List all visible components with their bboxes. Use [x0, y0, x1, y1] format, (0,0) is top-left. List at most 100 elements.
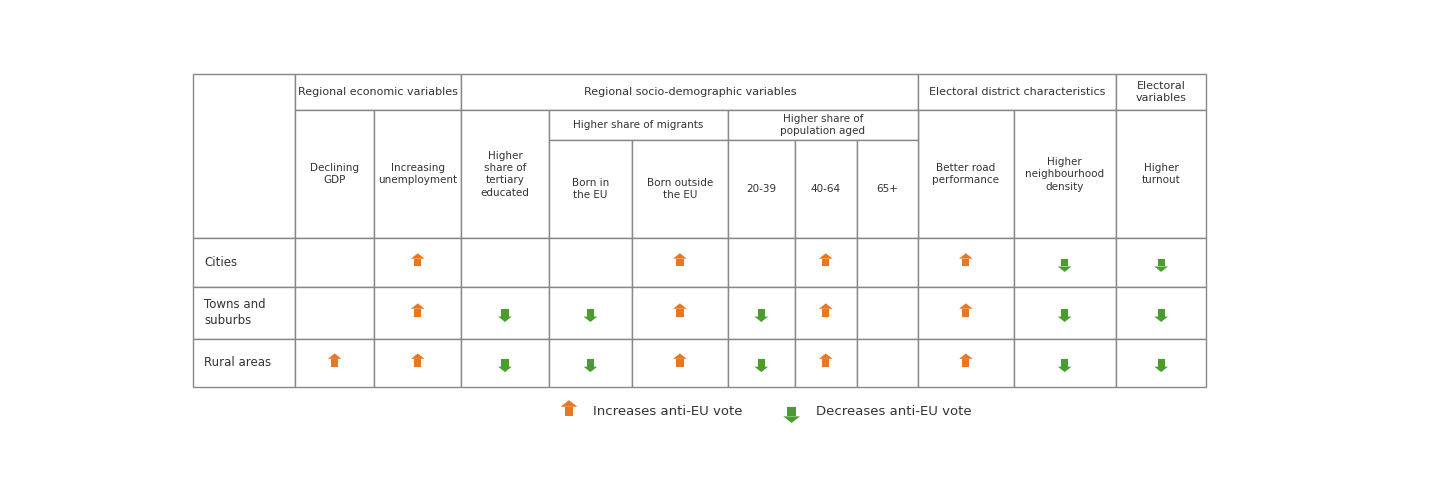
Text: Electoral district characteristics: Electoral district characteristics	[929, 87, 1106, 97]
Text: Born in
the EU: Born in the EU	[572, 178, 609, 200]
Polygon shape	[819, 303, 833, 309]
Bar	[796, 287, 857, 339]
Text: Better road
performance: Better road performance	[932, 163, 999, 185]
Polygon shape	[411, 353, 425, 359]
Polygon shape	[411, 303, 425, 309]
Bar	[461, 238, 549, 287]
Bar	[375, 238, 461, 287]
Polygon shape	[959, 303, 972, 309]
Bar	[1116, 339, 1206, 387]
Bar	[728, 238, 796, 287]
Bar	[787, 407, 796, 416]
Polygon shape	[498, 367, 511, 372]
Bar	[296, 74, 461, 110]
Polygon shape	[783, 416, 800, 423]
Polygon shape	[1058, 317, 1071, 322]
Bar	[857, 287, 918, 339]
Bar	[192, 238, 296, 287]
Bar	[962, 309, 969, 317]
Bar	[676, 259, 684, 267]
Polygon shape	[819, 253, 833, 259]
Text: Increasing
unemployment: Increasing unemployment	[378, 163, 457, 185]
Polygon shape	[1058, 367, 1071, 372]
Bar	[796, 140, 857, 238]
Bar	[1014, 339, 1116, 387]
Bar	[796, 339, 857, 387]
Bar	[296, 339, 375, 387]
Bar	[549, 287, 632, 339]
Bar	[296, 238, 375, 287]
Polygon shape	[754, 367, 768, 372]
Text: Towns and
suburbs: Towns and suburbs	[204, 298, 266, 327]
Polygon shape	[1155, 267, 1167, 272]
Bar	[857, 140, 918, 238]
Bar	[1061, 359, 1068, 367]
Bar	[728, 287, 796, 339]
Text: Higher
share of
tertiary
educated: Higher share of tertiary educated	[481, 150, 530, 197]
Bar	[1116, 74, 1206, 110]
Bar	[332, 359, 339, 367]
Bar	[1061, 259, 1068, 267]
Bar	[1157, 259, 1165, 267]
Bar	[1116, 238, 1206, 287]
Bar	[823, 309, 830, 317]
Bar	[549, 110, 728, 140]
Polygon shape	[819, 353, 833, 359]
Bar	[632, 140, 728, 238]
Bar	[728, 339, 796, 387]
Bar	[461, 339, 549, 387]
Bar	[796, 238, 857, 287]
Bar	[587, 309, 595, 317]
Bar	[728, 140, 796, 238]
Bar	[501, 359, 508, 367]
Bar	[823, 259, 830, 267]
Bar	[1157, 359, 1165, 367]
Bar	[676, 359, 684, 367]
Bar	[564, 407, 573, 416]
Bar	[375, 339, 461, 387]
Bar	[461, 110, 549, 238]
Text: 20-39: 20-39	[747, 184, 777, 194]
Polygon shape	[327, 353, 342, 359]
Text: Born outside
the EU: Born outside the EU	[646, 178, 714, 200]
Bar	[1014, 238, 1116, 287]
Text: Higher
neighbourhood
density: Higher neighbourhood density	[1025, 157, 1104, 192]
Polygon shape	[1058, 267, 1071, 272]
Text: Electoral
variables: Electoral variables	[1136, 81, 1186, 103]
Text: Declining
GDP: Declining GDP	[310, 163, 359, 185]
Bar	[414, 309, 421, 317]
Bar	[1014, 287, 1116, 339]
Bar	[857, 238, 918, 287]
Text: Rural areas: Rural areas	[204, 356, 271, 369]
Text: Higher share of
population aged: Higher share of population aged	[780, 114, 866, 136]
Bar	[962, 259, 969, 267]
Bar	[414, 259, 421, 267]
Bar	[918, 74, 1116, 110]
Text: 65+: 65+	[876, 184, 899, 194]
Text: Cities: Cities	[204, 256, 237, 269]
Bar	[549, 238, 632, 287]
Text: Regional socio-demographic variables: Regional socio-demographic variables	[583, 87, 796, 97]
Bar	[375, 110, 461, 238]
Polygon shape	[1155, 367, 1167, 372]
Text: Higher share of migrants: Higher share of migrants	[573, 120, 704, 130]
Bar	[1116, 110, 1206, 238]
Bar	[461, 287, 549, 339]
Bar	[1157, 309, 1165, 317]
Bar	[1014, 110, 1116, 238]
Bar	[192, 74, 296, 238]
Bar	[962, 359, 969, 367]
Polygon shape	[1155, 317, 1167, 322]
Text: Higher
turnout: Higher turnout	[1142, 163, 1180, 185]
Bar	[823, 359, 830, 367]
Polygon shape	[673, 303, 686, 309]
Bar	[414, 359, 421, 367]
Bar	[632, 238, 728, 287]
Bar	[461, 74, 918, 110]
Polygon shape	[673, 353, 686, 359]
Bar	[758, 359, 765, 367]
Bar	[296, 110, 375, 238]
Bar	[918, 238, 1014, 287]
Polygon shape	[411, 253, 425, 259]
Bar	[857, 339, 918, 387]
